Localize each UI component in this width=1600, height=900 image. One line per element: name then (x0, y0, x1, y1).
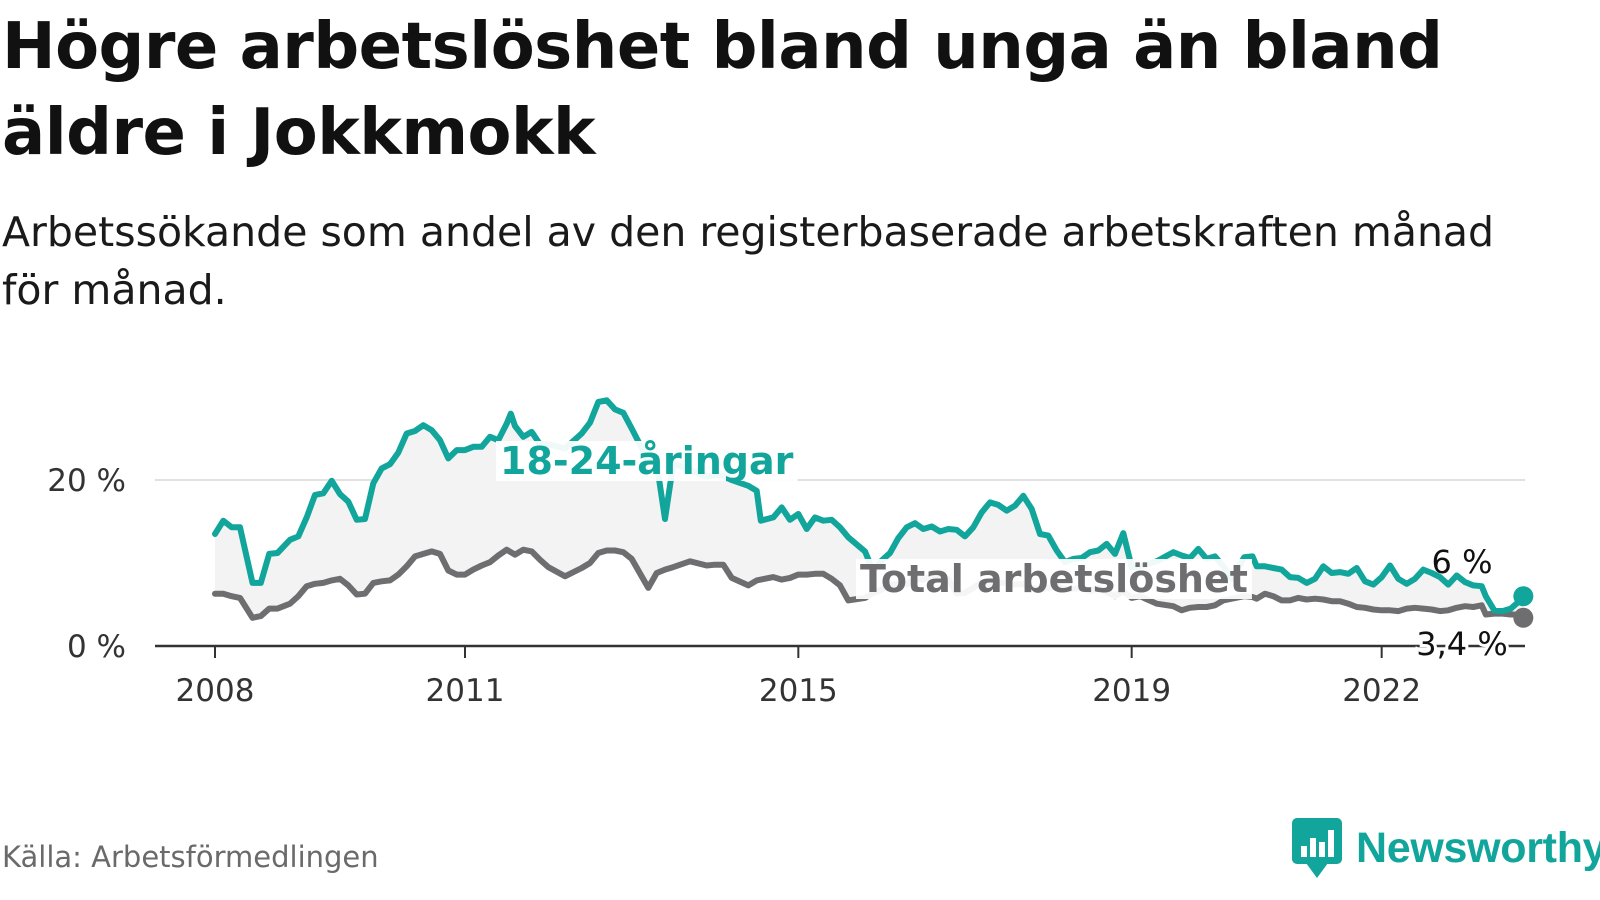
x-tick-label: 2022 (1342, 673, 1421, 709)
x-tick-label: 2015 (759, 673, 838, 709)
chart-subtitle: Arbetssökande som andel av den registerb… (2, 208, 1495, 314)
x-tick-label: 2011 (426, 673, 505, 709)
y-tick-label: 20 % (47, 463, 126, 499)
y-tick-label: 0 % (67, 629, 126, 665)
end-point-total (1513, 607, 1534, 628)
end-value-youth: 6 % (1432, 543, 1493, 581)
source-note: Källa: Arbetsförmedlingen (2, 840, 379, 874)
brand-logo[interactable]: Newsworthy (1292, 818, 1600, 878)
end-point-youth (1513, 586, 1534, 607)
newsworthy-logo-icon (1292, 818, 1342, 878)
series-label-total: Total arbetslöshet (860, 557, 1248, 601)
series-label-total-halo (856, 559, 1252, 599)
series-label-youth: 18-24-åringar (500, 439, 794, 483)
brand-name: Newsworthy (1356, 823, 1600, 872)
chart-title: Högre arbetslöshet bland unga än bland ä… (2, 10, 1443, 170)
series-line-youth (212, 397, 1527, 615)
series-label-youth-halo (496, 441, 798, 481)
x-tick-label: 2008 (176, 673, 255, 709)
end-value-total: 3,4 % (1416, 625, 1507, 663)
x-tick-label: 2019 (1092, 673, 1171, 709)
